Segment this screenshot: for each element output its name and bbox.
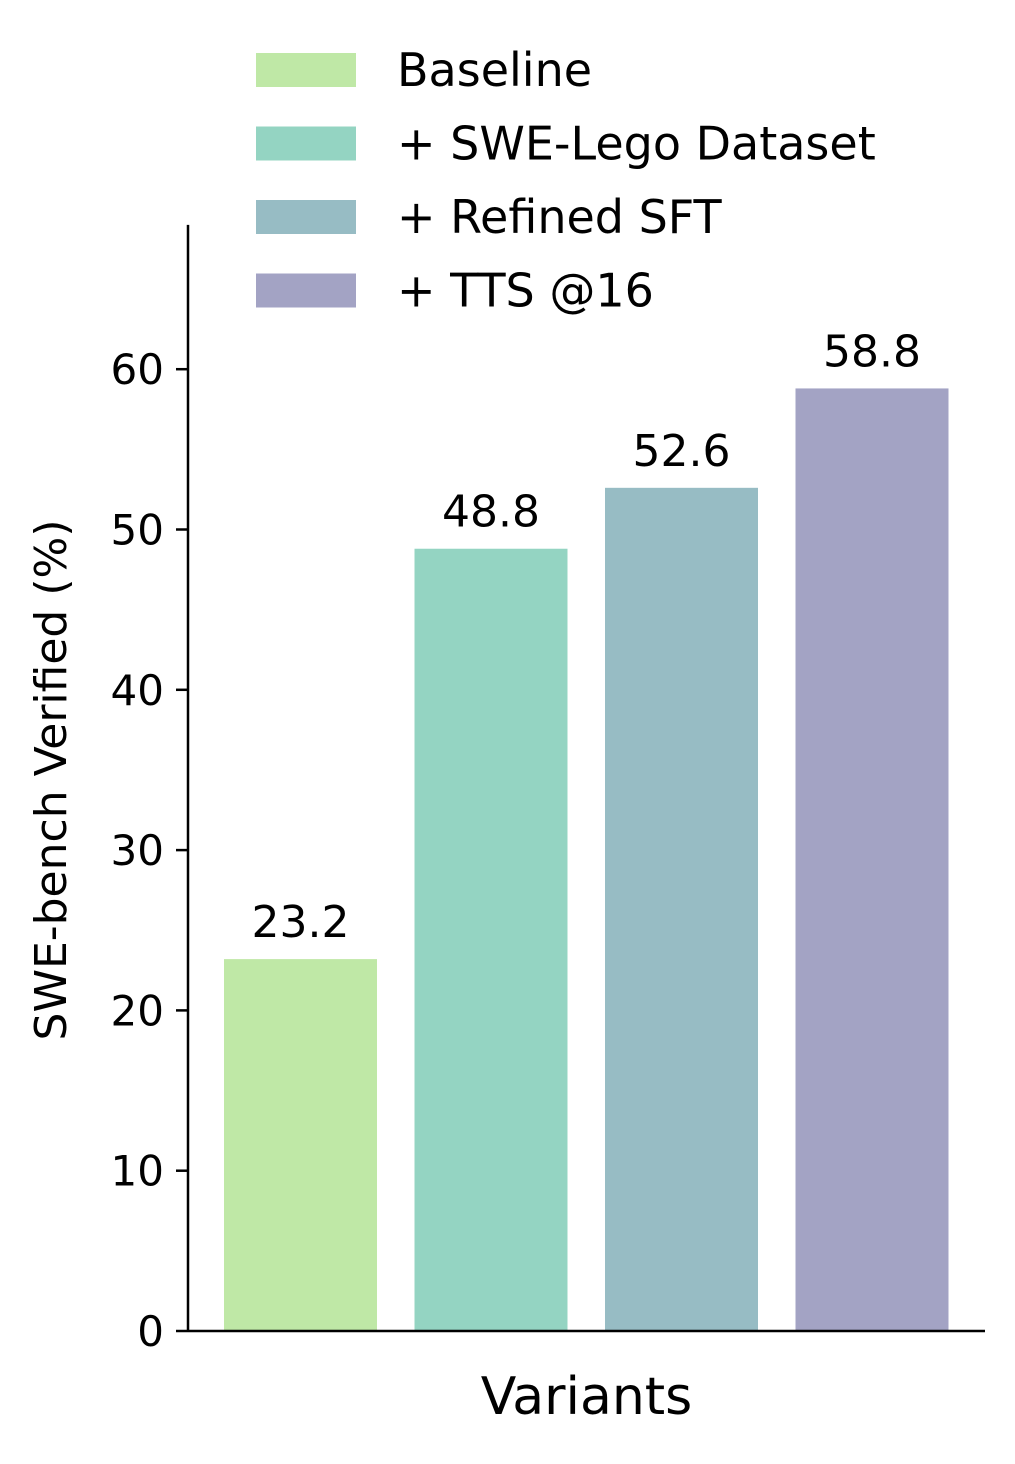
legend-label-1: Baseline	[397, 43, 592, 97]
bar-3	[605, 487, 758, 1331]
y-tick-label: 30	[111, 826, 164, 875]
y-tick-label: 40	[111, 666, 164, 715]
y-axis-label: SWE-bench Verified (%)	[26, 520, 77, 1041]
legend-swatch-3	[256, 200, 356, 234]
bar-value-label-3: 52.6	[633, 426, 731, 477]
legend-swatch-1	[256, 53, 356, 87]
bar-4	[795, 388, 949, 1331]
bar-value-label-1: 23.2	[252, 897, 350, 948]
y-tick-label: 10	[111, 1147, 164, 1196]
legend-swatch-4	[256, 273, 356, 308]
legend-label-4: + TTS @16	[397, 264, 654, 318]
legend-label-2: + SWE-Lego Dataset	[397, 117, 876, 171]
legend: Baseline + SWE-Lego Dataset + Refined SFT +…	[256, 43, 876, 318]
bar-value-label-2: 48.8	[442, 487, 540, 538]
bar-1	[224, 959, 377, 1331]
y-tick-label: 20	[111, 986, 164, 1035]
y-tick-label: 0	[137, 1307, 164, 1356]
y-tick-label: 50	[111, 506, 164, 555]
x-axis-label: Variants	[481, 1367, 693, 1427]
value-labels: 23.2 48.8 52.6 58.8	[252, 326, 921, 948]
bar-2	[414, 548, 568, 1331]
bars	[224, 388, 949, 1331]
legend-swatch-2	[256, 126, 356, 161]
legend-label-3: + Refined SFT	[397, 190, 722, 244]
y-axis: 0 10 20 30 40 50 60	[111, 345, 188, 1356]
bar-value-label-4: 58.8	[823, 326, 921, 377]
y-tick-label: 60	[111, 345, 164, 394]
